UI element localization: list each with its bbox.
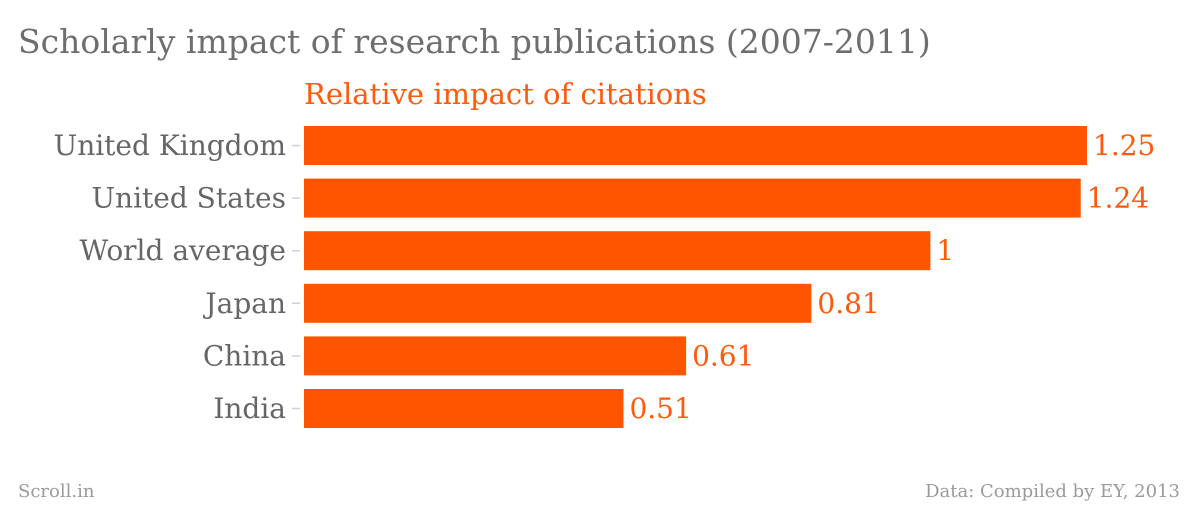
data-label: 1.25 [1093,129,1155,162]
publisher-credit: Scroll.in [18,481,95,502]
category-label: United States [91,182,286,215]
data-label: 1 [936,234,954,267]
bar [304,178,1081,218]
category-label: China [203,339,286,372]
bar [304,336,687,376]
category-label: United Kingdom [54,129,286,162]
bar [304,389,624,428]
data-label: 0.51 [629,392,691,425]
data-label: 1.24 [1087,182,1149,215]
bar [304,231,931,271]
bar [304,283,812,323]
data-label: 0.81 [817,287,879,320]
category-label: India [213,392,286,425]
category-label: Japan [202,287,286,320]
category-label: World average [79,234,286,267]
chart-title: Scholarly impact of research publication… [18,22,931,61]
data-source: Data: Compiled by EY, 2013 [925,481,1180,502]
bar [304,126,1087,165]
data-label: 0.61 [692,339,754,372]
series-title: Relative impact of citations [304,77,707,111]
